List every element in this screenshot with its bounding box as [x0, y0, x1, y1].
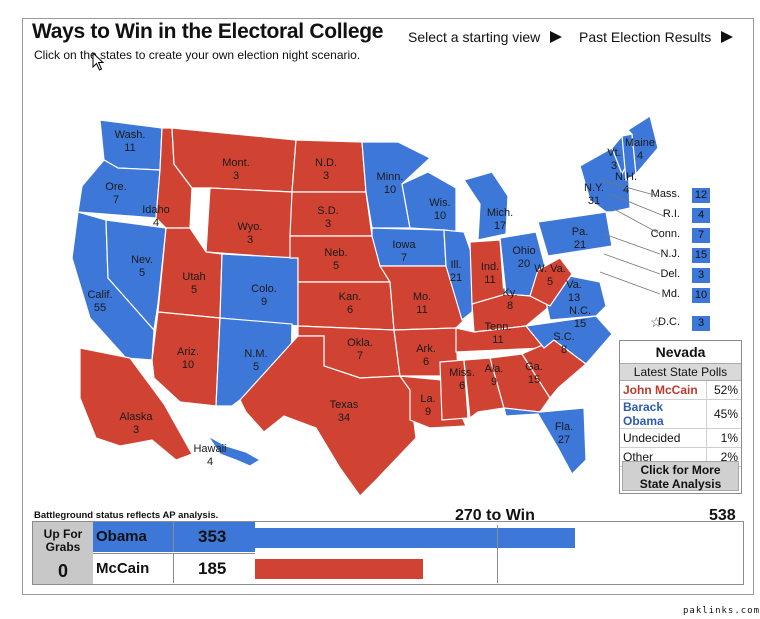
poll-state-name: Nevada: [655, 344, 706, 360]
up-for-grabs-value: 0: [57, 561, 68, 581]
state-maine[interactable]: [627, 115, 659, 176]
past-results-link[interactable]: Past Election Results: [579, 29, 734, 45]
page-title: Ways to Win in the Electoral College: [32, 20, 384, 43]
starting-view-label: Select a starting view: [408, 29, 541, 45]
small-state-dc[interactable]: 3: [692, 316, 710, 331]
up-for-grabs-label-2: Grabs: [45, 540, 81, 554]
obama-label: Obama: [93, 522, 173, 552]
starting-view-link[interactable]: Select a starting view: [408, 29, 563, 45]
battleground-note: Battleground status reflects AP analysis…: [34, 510, 219, 521]
state-hawaii[interactable]: [207, 435, 262, 467]
small-state-mass[interactable]: 12: [692, 188, 710, 203]
small-states-list: Mass. 12 R.I. 4 Conn. 7 N.J. 15 Del. 3 Md. 10 D.C. 3 ☆: [620, 188, 710, 331]
state-wyo[interactable]: [205, 187, 293, 259]
poll-candidate-pct: 1%: [706, 428, 741, 448]
state-alaska[interactable]: [79, 347, 193, 461]
leader-lines: [599, 179, 665, 295]
mccain-votes: 185: [173, 553, 255, 583]
up-for-grabs-label-1: Up For: [43, 527, 83, 541]
small-state-nj[interactable]: 15: [692, 248, 710, 263]
to-win-label: 270 to Win: [455, 507, 535, 524]
state-mont[interactable]: [171, 127, 297, 193]
small-state-label: D.C.: [658, 316, 680, 328]
past-results-label: Past Election Results: [579, 29, 712, 45]
page-subtitle: Click on the states to create your own e…: [34, 48, 361, 62]
poll-row: Barack Obama 45%: [620, 399, 741, 429]
mccain-label: McCain: [93, 553, 173, 583]
state-wva[interactable]: [529, 257, 573, 307]
state-nd[interactable]: [291, 139, 367, 193]
play-arrow-icon: [721, 31, 734, 43]
small-state-label: Md.: [661, 288, 680, 300]
poll-subtitle: Latest State Polls: [620, 363, 741, 381]
credit-text: paklinks.com: [683, 606, 760, 616]
small-state-label: Del.: [660, 268, 680, 280]
more-analysis-button[interactable]: Click for More State Analysis: [622, 461, 739, 491]
state-ga[interactable]: [489, 353, 551, 413]
small-state-label: Conn.: [650, 228, 680, 240]
mouse-cursor-icon: [92, 52, 105, 71]
poll-table: John McCain 52% Barack Obama 45% Undecid…: [620, 381, 741, 467]
win-threshold-line: [497, 525, 498, 583]
poll-row: Undecided 1%: [620, 428, 741, 448]
state-wis[interactable]: [401, 171, 457, 233]
small-state-del[interactable]: 3: [692, 268, 710, 283]
play-arrow-icon: [550, 31, 563, 43]
up-for-grabs: Up For Grabs 0: [33, 522, 93, 584]
small-state-md[interactable]: 10: [692, 288, 710, 303]
more-analysis-label-2: State Analysis: [639, 477, 722, 491]
obama-bar: [255, 528, 575, 548]
poll-row: John McCain 52%: [620, 381, 741, 400]
state-kan[interactable]: [297, 281, 395, 331]
small-state-conn[interactable]: 7: [692, 228, 710, 243]
state-iowa[interactable]: [371, 227, 447, 267]
state-poll-panel: Nevada Latest State Polls John McCain 52…: [619, 340, 742, 494]
star-icon: ☆: [650, 314, 663, 330]
state-mich[interactable]: [463, 171, 509, 241]
total-votes-label: 538: [709, 507, 736, 524]
more-analysis-label-1: Click for More: [640, 463, 721, 477]
state-pa[interactable]: [537, 211, 613, 257]
small-state-ri[interactable]: 4: [692, 208, 710, 223]
state-sd[interactable]: [289, 191, 373, 237]
state-fla[interactable]: [503, 407, 587, 475]
poll-candidate-name: Barack Obama: [620, 399, 707, 429]
obama-votes: 353: [173, 522, 255, 552]
small-state-label: Mass.: [650, 188, 680, 200]
poll-candidate-pct: 52%: [706, 381, 741, 400]
totals-panel: Up For Grabs 0 Obama 353 McCain 185: [32, 521, 744, 585]
state-colo[interactable]: [219, 253, 299, 327]
mccain-bar: [255, 559, 423, 579]
poll-candidate-name: John McCain: [620, 381, 707, 400]
poll-candidate-pct: 45%: [706, 399, 741, 429]
state-texas[interactable]: [239, 335, 417, 497]
state-nev[interactable]: [105, 219, 167, 332]
small-state-label: R.I.: [662, 208, 680, 220]
state-ariz[interactable]: [151, 311, 221, 407]
poll-candidate-name: Undecided: [620, 428, 707, 448]
state-miss[interactable]: [439, 359, 469, 421]
small-state-label: N.J.: [660, 248, 680, 260]
